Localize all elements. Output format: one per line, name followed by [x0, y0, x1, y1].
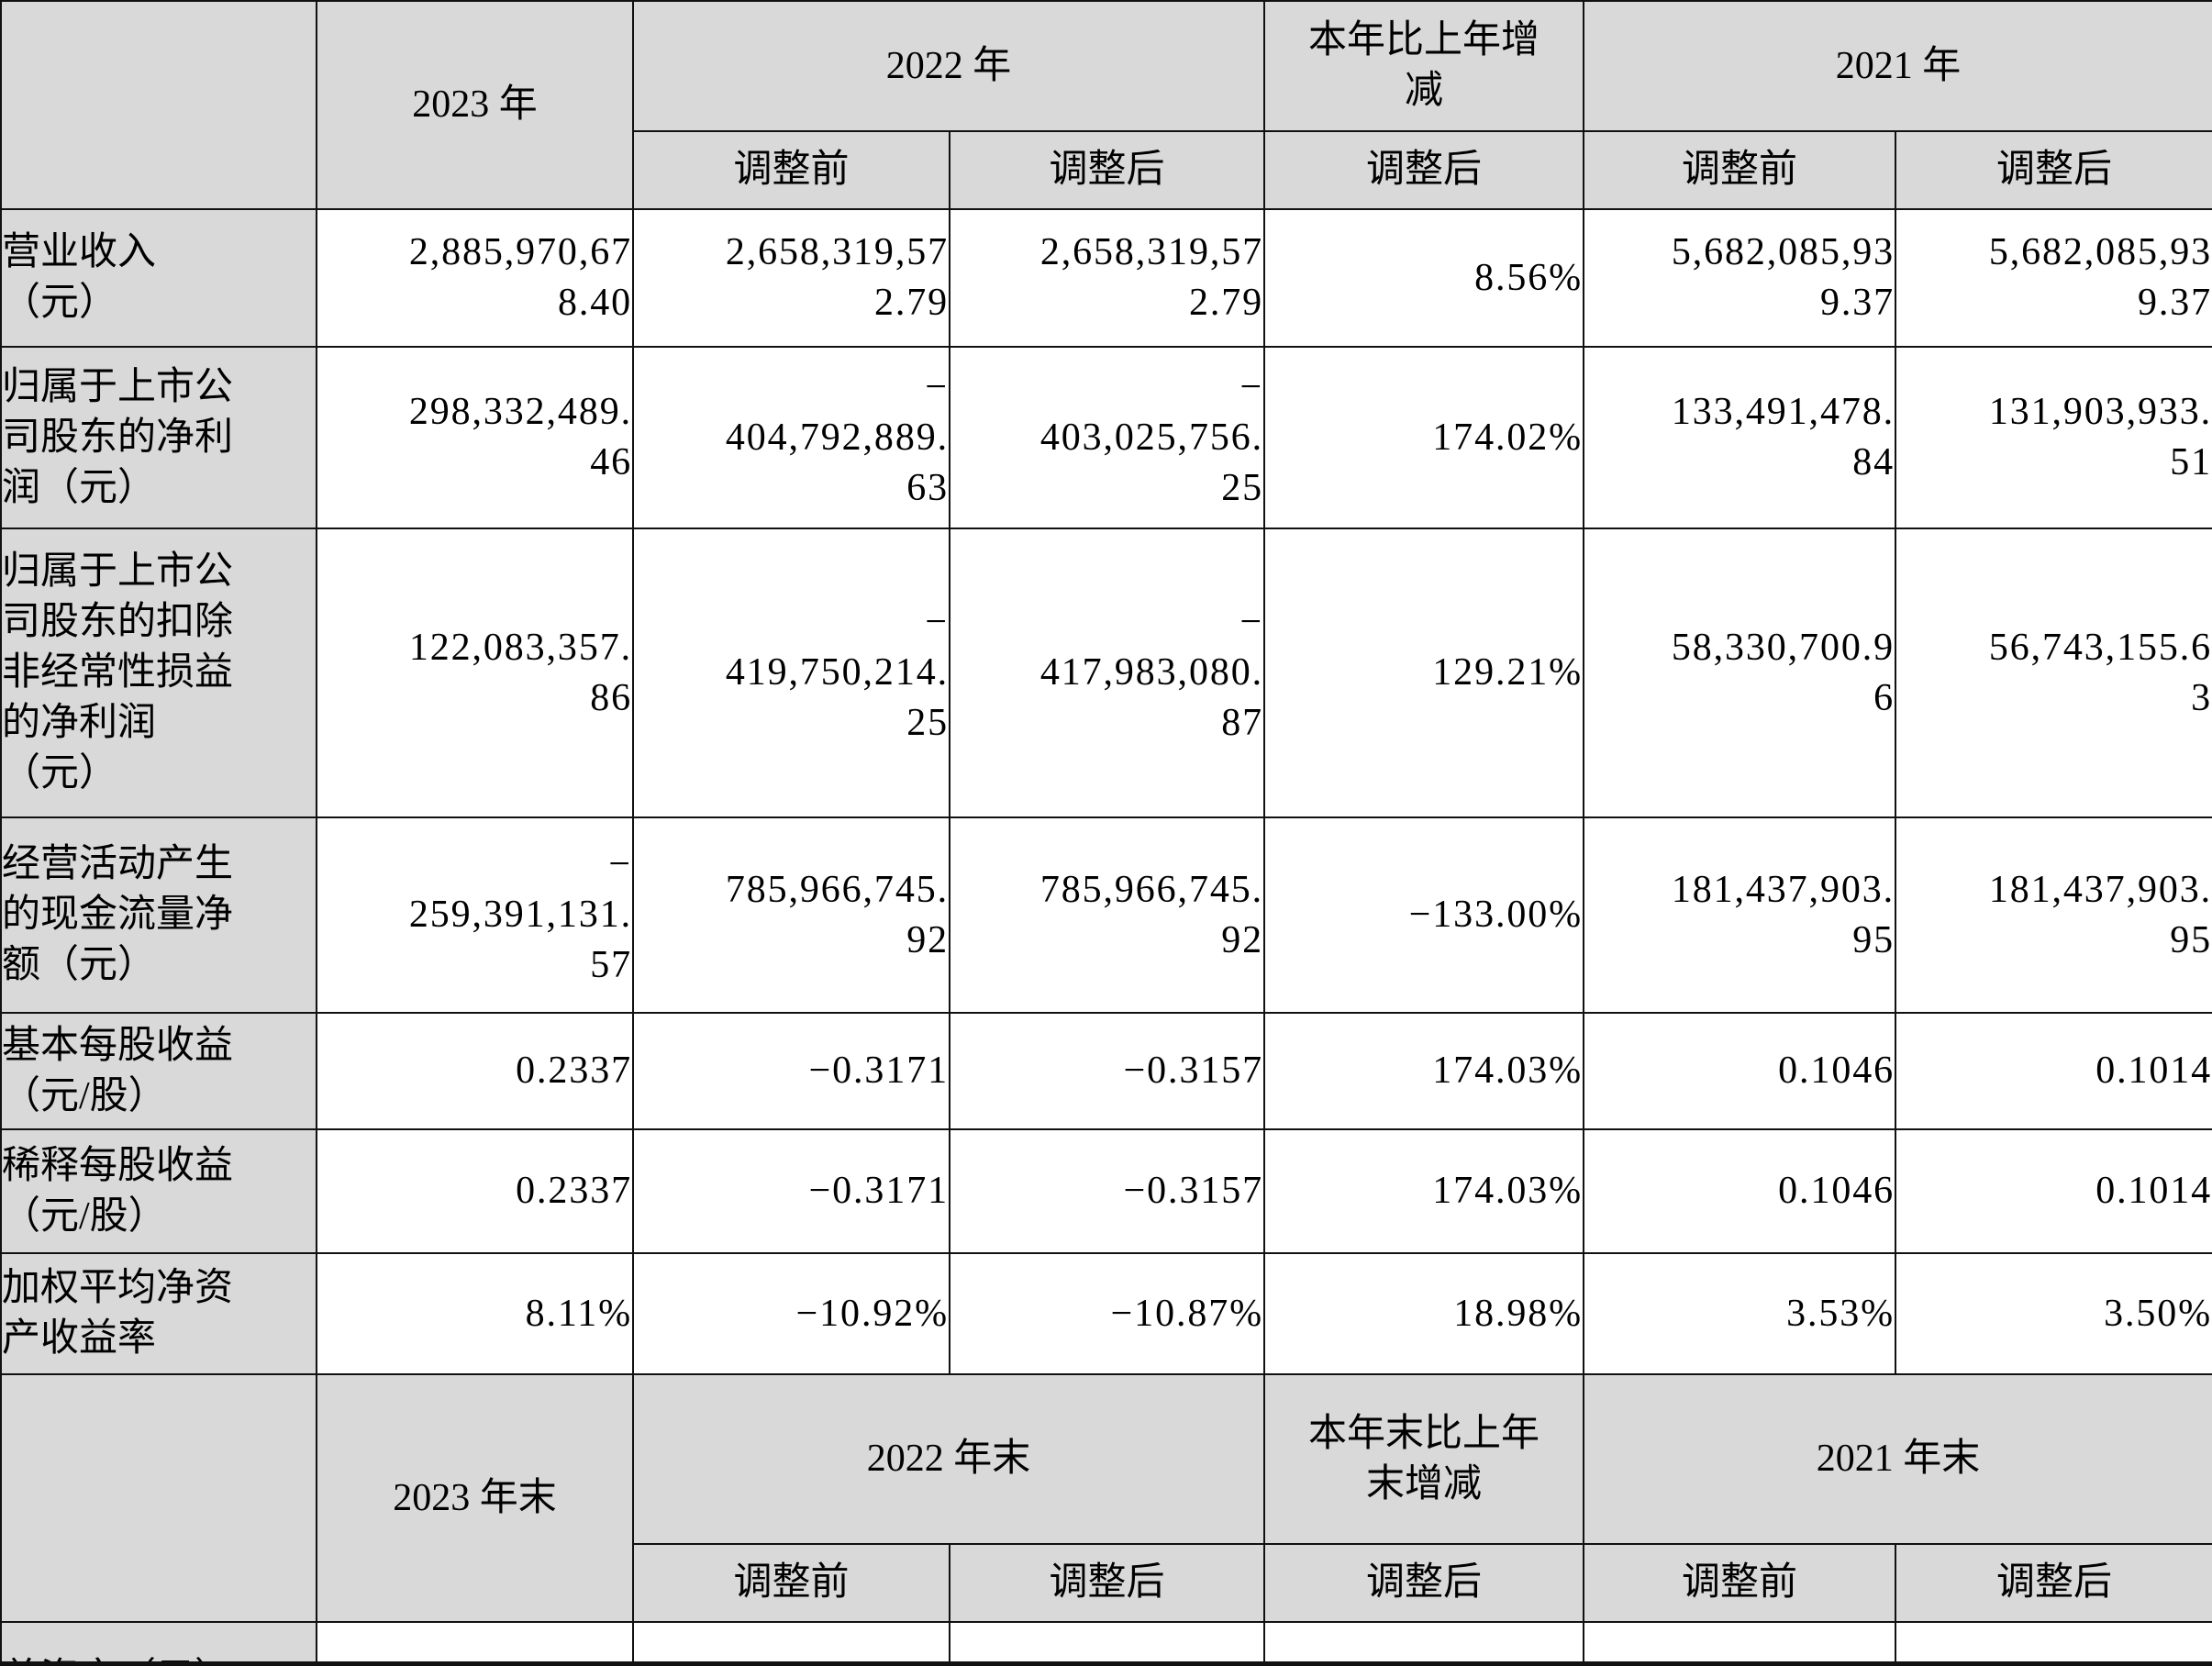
- subheader-2022end-pre: 调整前: [632, 1543, 950, 1623]
- subheader-2022-post: 调整后: [948, 130, 1266, 210]
- row-label: 基本每股收益 （元/股）: [0, 1012, 317, 1130]
- value-cell: − 259,391,131. 57: [316, 816, 634, 1014]
- subheader-change-post: 调整后: [1263, 130, 1585, 210]
- subheader-2022end-post: 调整后: [948, 1543, 1266, 1623]
- value-cell: 131,903,933. 51: [1895, 346, 2212, 529]
- value-cell: 298,332,489. 46: [316, 346, 634, 529]
- subheader-2021end-post: 调整后: [1895, 1543, 2212, 1623]
- value-cell: 7.36%: [1263, 1621, 1585, 1666]
- corner-cell-2: [0, 1373, 317, 1623]
- row-label: 营业收入 （元）: [0, 208, 317, 348]
- value-cell: 4,613,520,41: [316, 1621, 634, 1666]
- subheader-2021end-pre: 调整前: [1583, 1543, 1897, 1623]
- col-header-yoy-change: 本年比上年增 减: [1263, 0, 1585, 132]
- value-cell: 2,658,319,57 2.79: [632, 208, 950, 348]
- subheader-2021-pre: 调整前: [1583, 130, 1897, 210]
- value-cell: − 403,025,756. 25: [948, 346, 1266, 529]
- value-cell: −133.00%: [1263, 816, 1585, 1014]
- value-cell: 0.2337: [316, 1128, 634, 1254]
- col-header-2022-end: 2022 年末: [631, 1373, 1266, 1545]
- value-cell: 174.02%: [1263, 346, 1585, 529]
- row-label: 稀释每股收益 （元/股）: [0, 1128, 317, 1254]
- value-cell: 5,083,663,84: [1583, 1621, 1897, 1666]
- row-label: 归属于上市公 司股东的扣除 非经常性损益 的净利润 （元）: [0, 528, 317, 818]
- row-diluted-eps: 稀释每股收益 （元/股） 0.2337 −0.3171 −0.3157 174.…: [0, 1128, 2212, 1254]
- value-cell: 181,437,903. 95: [1583, 816, 1897, 1014]
- value-cell: 3.53%: [1583, 1252, 1897, 1375]
- value-cell: 58,330,700.9 6: [1583, 528, 1897, 818]
- value-cell: 8.11%: [316, 1252, 634, 1375]
- row-weighted-average-roe: 加权平均净资 产收益率 8.11% −10.92% −10.87% 18.98%…: [0, 1252, 2212, 1375]
- value-cell: − 419,750,214. 25: [632, 528, 950, 818]
- value-cell: 0.1014: [1895, 1128, 2212, 1254]
- value-cell: 174.03%: [1263, 1128, 1585, 1254]
- value-cell: 0.1014: [1895, 1012, 2212, 1130]
- subheader-changeend-post: 调整后: [1263, 1543, 1585, 1623]
- value-cell: 5,682,085,93 9.37: [1895, 208, 2212, 348]
- row-operating-revenue: 营业收入 （元） 2,885,970,67 8.40 2,658,319,57 …: [0, 208, 2212, 348]
- col-header-2023: 2023 年: [316, 0, 634, 210]
- value-cell: −10.92%: [632, 1252, 950, 1375]
- value-cell: 2,658,319,57 2.79: [948, 208, 1266, 348]
- row-total-assets: 总资产（元） 4,613,520,41 4,292,212,90 4,297,2…: [0, 1621, 2212, 1666]
- value-cell: 133,491,478. 84: [1583, 346, 1897, 529]
- corner-cell: [0, 0, 317, 210]
- value-cell: 0.1046: [1583, 1012, 1897, 1130]
- value-cell: −0.3157: [948, 1128, 1266, 1254]
- value-cell: 56,743,155.6 3: [1895, 528, 2212, 818]
- table-header-adjust: 调整前 调整后 调整后 调整前 调整后: [1, 130, 2212, 210]
- value-cell: −0.3157: [948, 1012, 1266, 1130]
- value-cell: 129.21%: [1263, 528, 1585, 818]
- value-cell: 174.03%: [1263, 1012, 1585, 1130]
- value-cell: 122,083,357. 86: [316, 528, 634, 818]
- subheader-2022-pre: 调整前: [632, 130, 950, 210]
- col-header-2021-end: 2021 年末: [1583, 1373, 2212, 1545]
- value-cell: 5,682,085,93 9.37: [1583, 208, 1897, 348]
- col-header-2022: 2022 年: [631, 0, 1266, 132]
- row-net-profit-attributable: 归属于上市公 司股东的净利 润（元） 298,332,489. 46 − 404…: [0, 346, 2212, 529]
- col-header-yearend-change: 本年末比上年 末增减: [1263, 1373, 1585, 1545]
- value-cell: 18.98%: [1263, 1252, 1585, 1375]
- col-header-2023-end: 2023 年末: [316, 1373, 634, 1623]
- value-cell: 0.2337: [316, 1012, 634, 1130]
- value-cell: 4,297,252,85: [948, 1621, 1266, 1666]
- subheader-2021-post: 调整后: [1895, 130, 2212, 210]
- row-net-profit-deducting-non-recurring: 归属于上市公 司股东的扣除 非经常性损益 的净利润 （元） 122,083,35…: [0, 528, 2212, 818]
- row-label: 总资产（元）: [0, 1621, 317, 1666]
- col-header-2021: 2021 年: [1583, 0, 2212, 132]
- value-cell: 8.56%: [1263, 208, 1585, 348]
- value-cell: 0.1046: [1583, 1128, 1897, 1254]
- table-header-years: 2023 年 2022 年 本年比上年增 减 2021 年: [0, 0, 2212, 210]
- row-label: 加权平均净资 产收益率: [0, 1252, 317, 1375]
- value-cell: 785,966,745. 92: [948, 816, 1266, 1014]
- value-cell: 181,437,903. 95: [1895, 816, 2212, 1014]
- table-header-yearend-adjust: 调整前 调整后 调整后 调整前 调整后: [1, 1543, 2212, 1623]
- row-label: 归属于上市公 司股东的净利 润（元）: [0, 346, 317, 529]
- clipped-table-bottom-border: [0, 1661, 2212, 1666]
- value-cell: −10.87%: [948, 1252, 1266, 1375]
- row-basic-eps: 基本每股收益 （元/股） 0.2337 −0.3171 −0.3157 174.…: [0, 1012, 2212, 1130]
- table-header-yearend: 2023 年末 2022 年末 本年末比上年 末增减 2021 年末: [0, 1373, 2212, 1623]
- row-operating-cash-flow: 经营活动产生 的现金流量净 额（元） − 259,391,131. 57 785…: [0, 816, 2212, 1014]
- value-cell: − 404,792,889. 63: [632, 346, 950, 529]
- value-cell: −0.3171: [632, 1128, 950, 1254]
- value-cell: 3.50%: [1895, 1252, 2212, 1375]
- value-cell: −0.3171: [632, 1012, 950, 1130]
- value-cell: 2,885,970,67 8.40: [316, 208, 634, 348]
- value-cell: − 417,983,080. 87: [948, 528, 1266, 818]
- value-cell: 785,966,745. 92: [632, 816, 950, 1014]
- row-label: 经营活动产生 的现金流量净 额（元）: [0, 816, 317, 1014]
- value-cell: 4,292,212,90: [632, 1621, 950, 1666]
- value-cell: 5,090,602,42: [1895, 1621, 2212, 1666]
